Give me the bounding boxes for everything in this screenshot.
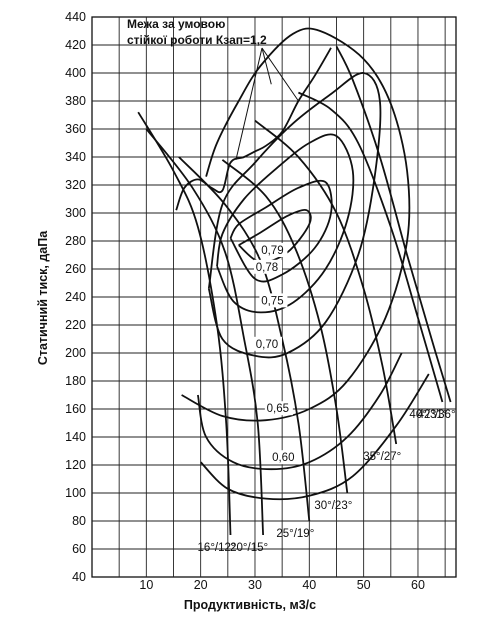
- annotation-leader-line: [235, 47, 263, 160]
- efficiency-label: 0,60: [272, 452, 294, 464]
- efficiency-label-bg: [264, 401, 293, 416]
- y-tick-label: 340: [65, 150, 86, 164]
- annotation-line-2: стійкої роботи Кзап=1,2: [127, 33, 267, 47]
- efficiency-curve: [207, 72, 382, 359]
- y-tick-label: 440: [65, 10, 86, 24]
- y-tick-label: 180: [65, 374, 86, 388]
- y-tick-label: 320: [65, 178, 86, 192]
- curves: [137, 27, 452, 536]
- blade-angle-curve: [137, 111, 232, 536]
- annotation-leader-line: [261, 47, 272, 85]
- y-tick-label: 120: [65, 458, 86, 472]
- efficiency-curve: [229, 179, 333, 283]
- blade-angle-label: 20°/15°: [230, 542, 268, 554]
- efficiency-label: 0,75: [261, 295, 283, 307]
- x-tick-label: 40: [302, 578, 316, 592]
- blade-angle-label: 25°/19°: [276, 528, 314, 540]
- blade-angle-label: 40°/31°: [409, 409, 447, 421]
- y-tick-label: 300: [65, 206, 86, 220]
- efficiency-label: 0,70: [256, 339, 278, 351]
- y-tick-label: 80: [72, 514, 86, 528]
- y-tick-label: 220: [65, 318, 86, 332]
- efficiency-label: 0,79: [261, 245, 283, 257]
- blade-angle-label: 35°/27°: [363, 451, 401, 463]
- blade-angle-curve: [254, 119, 398, 445]
- x-tick-label: 20: [194, 578, 208, 592]
- y-tick-label: 380: [65, 94, 86, 108]
- y-tick-label: 400: [65, 66, 86, 80]
- x-axis-title: Продуктивність, м3/с: [184, 598, 316, 612]
- efficiency-label: 0,65: [267, 403, 289, 415]
- y-tick-label: 360: [65, 122, 86, 136]
- efficiency-label: 0,78: [256, 262, 278, 274]
- blade-angle-label: 16°/12°: [198, 542, 236, 554]
- efficiency-curve: [216, 133, 355, 314]
- blade-angle-curve: [221, 159, 349, 494]
- y-axis-title: Статичний тиск, даПа: [36, 230, 50, 365]
- y-tick-label: 60: [72, 542, 86, 556]
- y-tick-label: 100: [65, 486, 86, 500]
- grid: [91, 16, 457, 578]
- blade-angle-label: 42°/36°: [418, 409, 456, 421]
- y-tick-label: 420: [65, 38, 86, 52]
- blade-angle-label: 30°/23°: [314, 500, 352, 512]
- x-tick-label: 10: [139, 578, 153, 592]
- efficiency-label-bg: [259, 293, 288, 308]
- efficiency-label-bg: [270, 450, 299, 465]
- x-tick-label: 50: [357, 578, 371, 592]
- blade-angle-curve: [145, 128, 264, 536]
- tick-labels: 40 60 80 100 120 140 160 180 200 220 240 260 280 300 3…: [65, 10, 425, 592]
- efficiency-curve: [181, 27, 411, 422]
- y-tick-label: 140: [65, 430, 86, 444]
- annotation-leader-line: [261, 47, 299, 102]
- y-tick-label: 200: [65, 346, 86, 360]
- y-tick-label: 160: [65, 402, 86, 416]
- y-tick-label: 240: [65, 290, 86, 304]
- efficiency-label-bg: [253, 336, 282, 351]
- efficiency-label-bg: [259, 243, 288, 257]
- annotation-line-1: Межа за умовою: [127, 17, 225, 31]
- y-tick-label: 260: [65, 262, 86, 276]
- efficiency-curve: [197, 352, 403, 471]
- y-tick-label: 280: [65, 234, 86, 248]
- blade-angle-curve: [297, 91, 444, 403]
- x-tick-label: 30: [248, 578, 262, 592]
- blade-angle-curve: [335, 46, 452, 403]
- y-tick-label: 40: [72, 570, 86, 584]
- curve-labels: 16°/12°20°/15° 25°/19° 30°/23° 35°/27° 40°/3…: [198, 243, 456, 554]
- efficiency-label-bg: [253, 259, 282, 274]
- efficiency-curve: [200, 373, 430, 501]
- x-tick-label: 60: [411, 578, 425, 592]
